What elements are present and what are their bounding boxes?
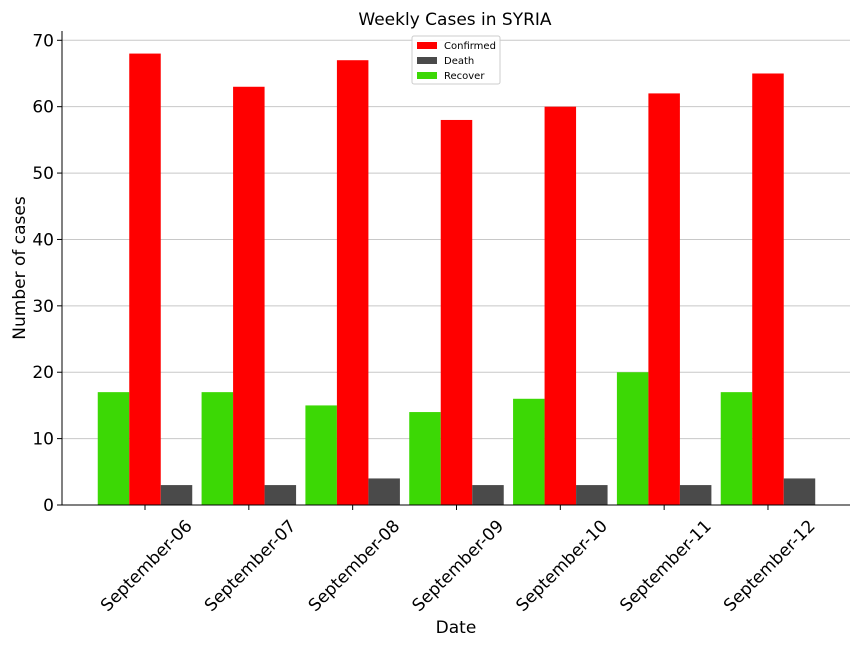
y-tick-label-10: 10 <box>32 430 54 450</box>
y-tick-label-20: 20 <box>32 363 54 383</box>
bar-recover-september-06 <box>97 392 130 505</box>
bar-recover-september-11 <box>616 372 649 505</box>
legend-label-recover: Recover <box>444 71 485 82</box>
bar-death-september-10 <box>576 485 608 505</box>
x-tick-label-september-07: September-07 <box>201 516 300 615</box>
bar-death-september-08 <box>368 478 400 505</box>
bar-recover-september-07 <box>201 392 234 505</box>
legend-swatch-recover <box>417 72 437 79</box>
bar-death-september-06 <box>160 485 193 505</box>
legend-label-death: Death <box>444 56 474 67</box>
bar-confirmed-september-06 <box>129 53 161 505</box>
x-tick-label-september-12: September-12 <box>720 516 819 615</box>
x-tick-label-september-09: September-09 <box>409 516 508 615</box>
x-tick-label-september-06: September-06 <box>97 516 196 615</box>
bar-death-september-09 <box>472 485 504 505</box>
bar-death-september-07 <box>264 485 297 505</box>
y-tick-label-50: 50 <box>32 164 54 184</box>
x-tick-label-september-10: September-10 <box>512 516 611 615</box>
chart-title: Weekly Cases in SYRIA <box>358 10 552 30</box>
x-ticks: September-06 September-07 September-08 Sept… <box>97 505 820 616</box>
legend: Confirmed Death Recover <box>411 35 501 85</box>
y-tick-label-40: 40 <box>32 230 54 250</box>
bar-recover-september-08 <box>305 405 337 505</box>
bar-death-september-12 <box>783 478 816 505</box>
y-ticks: 0 10 20 30 40 50 60 70 <box>32 31 62 516</box>
bar-recover-september-10 <box>513 398 545 505</box>
y-axis-label: Number of cases <box>10 196 30 340</box>
bar-confirmed-september-07 <box>233 86 265 505</box>
y-tick-label-0: 0 <box>43 496 54 516</box>
bar-confirmed-september-12 <box>752 73 784 505</box>
bar-confirmed-september-10 <box>544 106 577 506</box>
bar-recover-september-12 <box>720 392 753 505</box>
y-tick-label-70: 70 <box>32 31 54 51</box>
bars <box>97 53 816 506</box>
legend-swatch-confirmed <box>417 42 437 49</box>
bar-confirmed-september-11 <box>648 93 680 506</box>
y-tick-label-60: 60 <box>32 98 54 118</box>
legend-label-confirmed: Confirmed <box>444 41 496 52</box>
x-tick-label-september-08: September-08 <box>305 516 404 615</box>
bar-confirmed-september-08 <box>336 60 369 505</box>
bar-recover-september-09 <box>409 412 441 505</box>
y-tick-label-30: 30 <box>32 297 54 317</box>
bar-confirmed-september-09 <box>440 119 473 506</box>
bar-death-september-11 <box>679 485 712 505</box>
x-axis-label: Date <box>436 618 477 638</box>
legend-swatch-death <box>417 57 437 64</box>
x-tick-label-september-11: September-11 <box>616 516 715 615</box>
